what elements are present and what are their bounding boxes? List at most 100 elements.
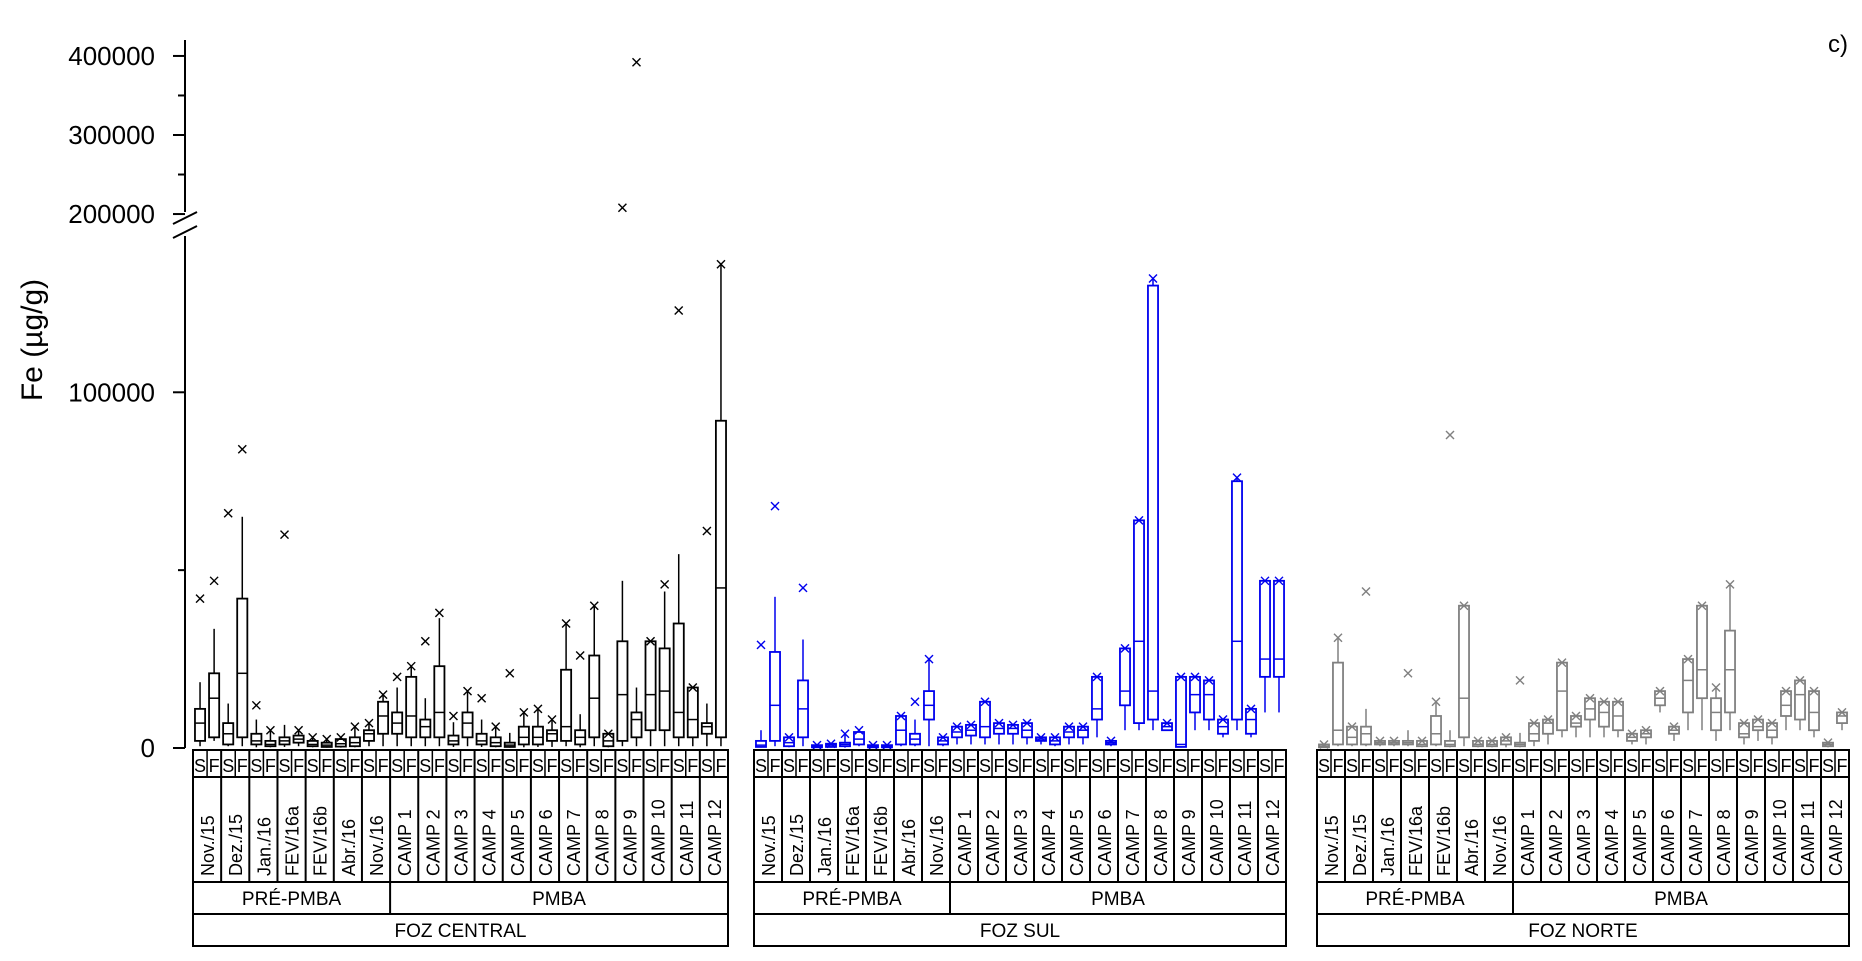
max-marker-stroke bbox=[952, 722, 962, 732]
max-marker bbox=[1571, 711, 1581, 721]
max-marker bbox=[1232, 473, 1242, 483]
sf-label: S bbox=[1402, 756, 1414, 776]
max-marker-stroke bbox=[702, 526, 712, 536]
campaign-label: CAMP 1 bbox=[1518, 809, 1538, 876]
box bbox=[1332, 661, 1344, 746]
box bbox=[1273, 579, 1285, 678]
max-marker bbox=[406, 661, 416, 671]
campaign-label: Jan./16 bbox=[1378, 817, 1398, 876]
max-marker bbox=[392, 672, 402, 682]
max-marker-stroke bbox=[1106, 736, 1116, 746]
max-marker-stroke bbox=[589, 601, 599, 611]
campaign-label: CAMP 12 bbox=[705, 799, 725, 876]
box bbox=[1119, 647, 1131, 707]
max-marker-stroke bbox=[491, 722, 501, 732]
period-label: PMBA bbox=[1091, 889, 1145, 910]
box bbox=[363, 729, 375, 742]
max-marker bbox=[688, 683, 698, 693]
sf-label: F bbox=[1445, 756, 1456, 776]
period-label: PRÉ-PMBA bbox=[802, 889, 902, 910]
max-marker-stroke bbox=[910, 697, 920, 707]
max-marker-stroke bbox=[756, 640, 766, 650]
campaign-label: CAMP 7 bbox=[564, 809, 584, 876]
max-marker-stroke bbox=[505, 668, 515, 678]
campaign-label: Abr./16 bbox=[899, 819, 919, 876]
sf-label: S bbox=[194, 756, 206, 776]
box bbox=[1556, 661, 1568, 732]
campaign-label: CAMP 11 bbox=[677, 801, 697, 876]
max-marker-stroke bbox=[1162, 718, 1172, 728]
max-marker bbox=[237, 444, 247, 454]
box bbox=[377, 700, 390, 735]
max-marker bbox=[308, 732, 318, 742]
max-marker bbox=[603, 729, 613, 739]
max-marker bbox=[646, 636, 656, 646]
max-marker-stroke bbox=[1753, 715, 1763, 725]
max-marker-stroke bbox=[1274, 576, 1284, 586]
max-marker bbox=[1078, 722, 1088, 732]
max-marker-stroke bbox=[840, 729, 850, 739]
sf-label: F bbox=[237, 756, 248, 776]
max-marker-stroke bbox=[617, 203, 627, 213]
max-marker-stroke bbox=[688, 683, 698, 693]
campaign-label: CAMP 4 bbox=[1602, 809, 1622, 876]
plot-area bbox=[194, 57, 1848, 750]
campaign-label: CAMP 2 bbox=[1546, 809, 1566, 876]
max-marker-stroke bbox=[882, 740, 892, 750]
sf-label: S bbox=[250, 756, 262, 776]
campaign-label: CAMP 5 bbox=[508, 809, 528, 876]
max-marker bbox=[1781, 686, 1791, 696]
campaign-label: Nov./15 bbox=[198, 815, 218, 876]
sf-label: S bbox=[335, 756, 347, 776]
box bbox=[475, 732, 488, 746]
max-marker-stroke bbox=[1655, 686, 1665, 696]
max-marker bbox=[1162, 718, 1172, 728]
sf-label: S bbox=[532, 756, 544, 776]
max-marker-stroke bbox=[924, 654, 934, 664]
sf-label: F bbox=[406, 756, 417, 776]
period-label: PRÉ-PMBA bbox=[1365, 889, 1465, 910]
max-marker bbox=[519, 707, 529, 717]
y-tick-label: 0 bbox=[141, 733, 155, 763]
group-boxes-1 bbox=[755, 273, 1285, 750]
max-marker bbox=[716, 259, 726, 269]
sf-label: S bbox=[1231, 756, 1243, 776]
max-marker bbox=[1064, 722, 1074, 732]
max-marker-stroke bbox=[826, 739, 836, 749]
max-marker bbox=[702, 526, 712, 536]
box bbox=[1696, 604, 1708, 700]
max-marker bbox=[1697, 601, 1707, 611]
max-marker bbox=[1431, 697, 1441, 707]
campaign-label: CAMP 3 bbox=[452, 809, 472, 876]
max-marker bbox=[1319, 739, 1329, 749]
box bbox=[461, 711, 474, 739]
max-marker bbox=[1403, 668, 1413, 678]
box bbox=[979, 700, 991, 739]
max-marker-stroke bbox=[1333, 633, 1343, 643]
y-tick-label: 200000 bbox=[68, 199, 155, 229]
max-marker bbox=[924, 654, 934, 664]
max-marker bbox=[1274, 576, 1284, 586]
max-marker-stroke bbox=[1725, 579, 1735, 589]
max-marker-stroke bbox=[1190, 672, 1200, 682]
max-marker bbox=[1543, 715, 1553, 725]
sf-label: S bbox=[1035, 756, 1047, 776]
max-marker-stroke bbox=[448, 711, 458, 721]
max-marker-stroke bbox=[854, 725, 864, 735]
max-marker-stroke bbox=[1417, 736, 1427, 746]
box bbox=[1231, 480, 1243, 721]
max-marker bbox=[631, 57, 641, 67]
max-marker-stroke bbox=[646, 636, 656, 646]
box bbox=[1542, 718, 1554, 735]
sf-label: F bbox=[1162, 756, 1173, 776]
box bbox=[1836, 711, 1848, 725]
sf-label: S bbox=[1486, 756, 1498, 776]
max-marker-stroke bbox=[463, 686, 473, 696]
max-marker-stroke bbox=[660, 579, 670, 589]
campaign-label: CAMP 8 bbox=[1714, 809, 1734, 876]
box bbox=[602, 732, 615, 748]
sf-label: S bbox=[1766, 756, 1778, 776]
campaign-label: CAMP 9 bbox=[1179, 809, 1199, 876]
